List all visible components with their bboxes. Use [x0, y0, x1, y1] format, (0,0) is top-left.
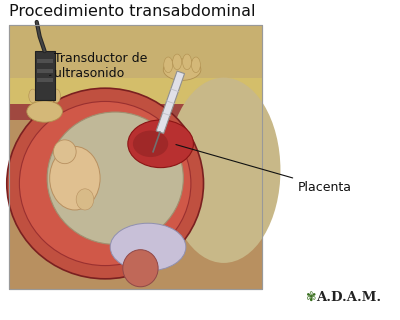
Ellipse shape	[163, 59, 201, 80]
Ellipse shape	[45, 87, 52, 101]
Bar	[9, 104, 262, 120]
Bar	[9, 25, 262, 289]
Ellipse shape	[50, 147, 100, 210]
Bar	[37, 59, 52, 63]
Ellipse shape	[54, 140, 76, 164]
Ellipse shape	[182, 54, 192, 70]
Text: Placenta: Placenta	[176, 145, 352, 194]
Bar	[37, 69, 52, 73]
Ellipse shape	[110, 223, 186, 271]
Ellipse shape	[164, 57, 173, 73]
Ellipse shape	[123, 250, 158, 287]
Bar	[9, 112, 262, 289]
Ellipse shape	[133, 131, 168, 157]
Text: Procedimiento transabdominal: Procedimiento transabdominal	[9, 4, 256, 19]
Ellipse shape	[29, 89, 37, 103]
Ellipse shape	[167, 78, 280, 263]
Bar	[9, 25, 262, 99]
Ellipse shape	[52, 89, 60, 103]
Polygon shape	[156, 71, 184, 133]
Bar	[9, 78, 262, 109]
Bar	[37, 78, 52, 82]
Text: Transductor de
ultrasonido: Transductor de ultrasonido	[50, 52, 147, 80]
Text: ✾: ✾	[306, 291, 316, 304]
Ellipse shape	[37, 87, 45, 101]
Text: A.D.A.M.: A.D.A.M.	[316, 291, 381, 304]
Bar	[35, 51, 54, 100]
Ellipse shape	[7, 88, 204, 279]
Ellipse shape	[128, 120, 194, 168]
Ellipse shape	[173, 54, 182, 70]
Ellipse shape	[192, 57, 200, 73]
Ellipse shape	[76, 189, 94, 210]
Bar	[9, 25, 262, 289]
Ellipse shape	[27, 101, 62, 122]
Ellipse shape	[47, 112, 183, 244]
Ellipse shape	[19, 101, 191, 266]
